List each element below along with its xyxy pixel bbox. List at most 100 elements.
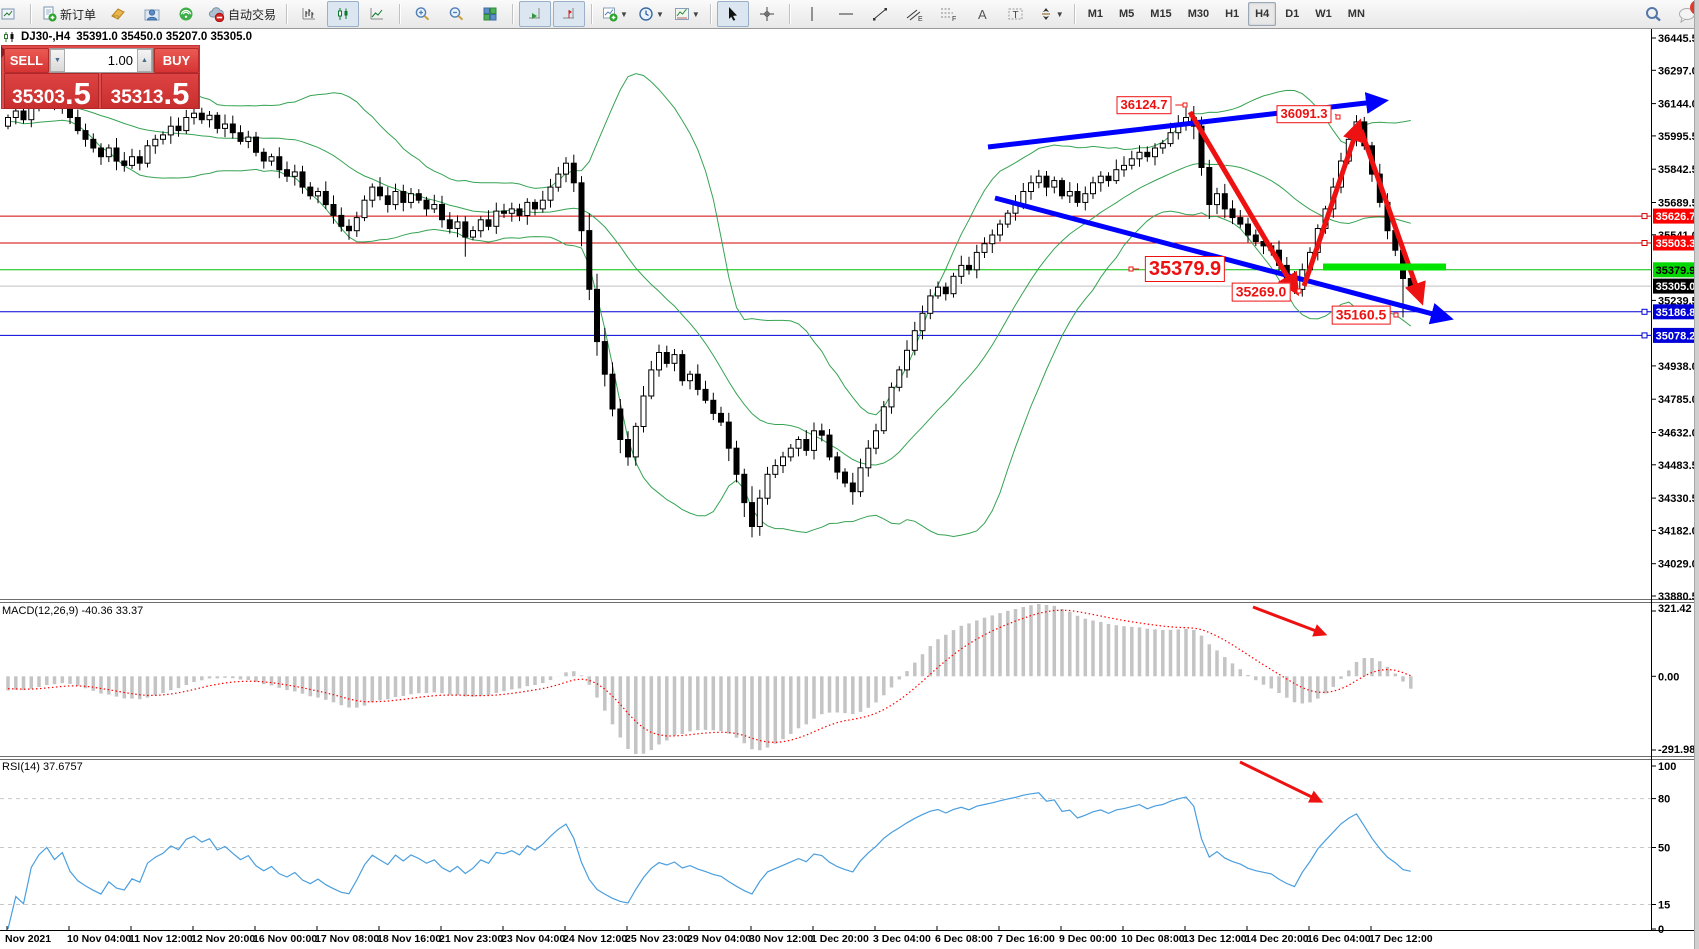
timeframe-M5[interactable]: M5 bbox=[1119, 8, 1135, 20]
autotrading-icon bbox=[208, 7, 225, 22]
market-watch-button[interactable] bbox=[102, 1, 134, 27]
svg-text:321.42: 321.42 bbox=[1658, 603, 1692, 615]
periods-button[interactable]: ▼ bbox=[634, 1, 668, 27]
annotation-anchor[interactable] bbox=[1335, 114, 1341, 120]
rsi-label: RSI(14) 37.6757 bbox=[2, 761, 83, 773]
price-tick-label: 35842.5 bbox=[1658, 164, 1698, 176]
volume-decrease-button[interactable]: ▼ bbox=[50, 49, 65, 72]
buy-button[interactable]: BUY bbox=[154, 48, 199, 73]
sell-price-button[interactable]: 35303.5 bbox=[4, 73, 99, 109]
price-tick-label: 34785.0 bbox=[1658, 394, 1698, 406]
cursor-tool-button[interactable] bbox=[716, 1, 749, 27]
timeframe-M1[interactable]: M1 bbox=[1087, 8, 1103, 20]
line-handle[interactable] bbox=[1641, 213, 1648, 220]
line-handle[interactable] bbox=[1641, 332, 1648, 339]
svg-text:100: 100 bbox=[1658, 761, 1676, 773]
time-tick-label: 18 Nov 16:00 bbox=[377, 933, 441, 945]
toolbar-separator bbox=[399, 4, 401, 24]
timeframe-H1[interactable]: H1 bbox=[1225, 8, 1240, 20]
window-right-edge[interactable] bbox=[1694, 0, 1699, 949]
price-tag bbox=[1653, 235, 1698, 251]
trend-arrow[interactable] bbox=[1358, 129, 1426, 306]
one-click-trading-panel: SELL ▼ 1.00 ▲ BUY 35303.5 35313.5 bbox=[1, 45, 200, 109]
line-handle[interactable] bbox=[1641, 240, 1648, 246]
trend-arrow[interactable] bbox=[1187, 110, 1300, 297]
volume-value[interactable]: 1.00 bbox=[107, 53, 133, 68]
new-order-button[interactable]: 新订单 bbox=[37, 1, 100, 27]
timeframe-M15[interactable]: M15 bbox=[1150, 8, 1172, 20]
toolbar-separator bbox=[709, 4, 711, 24]
price-tick-label: 36144.0 bbox=[1658, 99, 1698, 111]
time-tick-label: 17 Nov 08:00 bbox=[315, 933, 379, 945]
trend-arrow[interactable] bbox=[1252, 605, 1328, 637]
main-toolbar: 新订单 自动交易 bbox=[0, 0, 1699, 29]
crosshair-icon bbox=[759, 7, 774, 21]
zoom-in-button[interactable] bbox=[406, 1, 438, 27]
macd-label: MACD(12,26,9) -40.36 33.37 bbox=[2, 605, 144, 617]
text-label-tool[interactable]: T bbox=[1000, 1, 1032, 27]
buy-price-button[interactable]: 35313.5 bbox=[101, 73, 199, 109]
vertical-line-tool[interactable] bbox=[796, 1, 828, 27]
charts-icon[interactable] bbox=[0, 1, 24, 27]
svg-text:A: A bbox=[978, 7, 987, 22]
trend-arrow[interactable] bbox=[1301, 118, 1364, 287]
timeframe-W1[interactable]: W1 bbox=[1315, 8, 1332, 20]
text-tool[interactable]: A bbox=[966, 1, 998, 27]
templates-button[interactable]: ▼ bbox=[670, 1, 704, 27]
price-annotation[interactable]: 35160.5 bbox=[1331, 305, 1391, 325]
annotation-anchor[interactable] bbox=[1393, 312, 1399, 318]
text-a-icon: A bbox=[978, 7, 987, 22]
annotation-anchor[interactable] bbox=[1182, 102, 1188, 108]
time-tick-label: 16 Nov 00:00 bbox=[253, 933, 317, 945]
fibonacci-tool[interactable]: F bbox=[932, 1, 964, 27]
signals-button[interactable] bbox=[170, 1, 202, 27]
tile-windows-button[interactable] bbox=[474, 1, 506, 27]
annotation-anchor[interactable] bbox=[1296, 288, 1302, 294]
template-icon bbox=[674, 8, 689, 20]
price-annotation[interactable]: 35379.9 bbox=[1144, 256, 1226, 282]
trendline-tool[interactable] bbox=[864, 1, 896, 27]
autotrading-button[interactable]: 自动交易 bbox=[204, 1, 280, 27]
sell-button[interactable]: SELL bbox=[4, 48, 49, 73]
price-tag bbox=[1653, 278, 1698, 294]
fibonacci-icon: F bbox=[940, 8, 956, 22]
candlestick-chart-button[interactable] bbox=[327, 1, 360, 27]
price-annotation[interactable]: 36124.7 bbox=[1116, 96, 1172, 114]
time-tick-label: 9 Dec 00:00 bbox=[1059, 933, 1117, 945]
price-annotation[interactable]: 35269.0 bbox=[1231, 282, 1291, 302]
toolbar-separator bbox=[512, 4, 514, 24]
price-tick-label: 34938.0 bbox=[1658, 361, 1698, 373]
auto-scroll-button[interactable] bbox=[519, 1, 552, 27]
arrows-tool[interactable]: ▼ bbox=[1034, 1, 1068, 27]
price-annotation[interactable]: 36091.3 bbox=[1276, 105, 1332, 123]
channel-icon: E bbox=[906, 9, 923, 22]
trend-arrow[interactable] bbox=[1239, 760, 1324, 803]
chart-shift-button[interactable] bbox=[553, 1, 586, 27]
rsi-line bbox=[7, 792, 1411, 929]
price-tag bbox=[1653, 262, 1698, 278]
crosshair-tool-button[interactable] bbox=[751, 1, 783, 27]
toolbar-separator bbox=[1073, 4, 1075, 24]
search-button[interactable] bbox=[1637, 1, 1669, 27]
profile-button[interactable] bbox=[136, 1, 168, 27]
channel-tool[interactable]: E bbox=[898, 1, 930, 27]
line-handle[interactable] bbox=[1641, 308, 1648, 315]
line-chart-button[interactable] bbox=[361, 1, 393, 27]
timeframe-H4[interactable]: H4 bbox=[1248, 2, 1277, 26]
auto-scroll-icon bbox=[529, 8, 541, 19]
annotation-anchor[interactable] bbox=[1128, 266, 1134, 272]
price-tag bbox=[1653, 208, 1698, 224]
indicators-button[interactable]: ▼ bbox=[598, 1, 632, 27]
svg-text:15: 15 bbox=[1658, 900, 1670, 912]
zoom-out-button[interactable] bbox=[440, 1, 472, 27]
signal-icon bbox=[179, 7, 193, 21]
timeframe-D1[interactable]: D1 bbox=[1285, 8, 1300, 20]
price-tick-label: 34483.5 bbox=[1658, 460, 1698, 472]
time-tick-label: 30 Nov 12:00 bbox=[749, 933, 813, 945]
volume-increase-button[interactable]: ▲ bbox=[137, 49, 152, 72]
bar-chart-button[interactable] bbox=[293, 1, 325, 27]
timeframe-MN[interactable]: MN bbox=[1347, 8, 1365, 20]
timeframe-M30[interactable]: M30 bbox=[1187, 8, 1210, 20]
horizontal-line-tool[interactable] bbox=[830, 1, 862, 27]
